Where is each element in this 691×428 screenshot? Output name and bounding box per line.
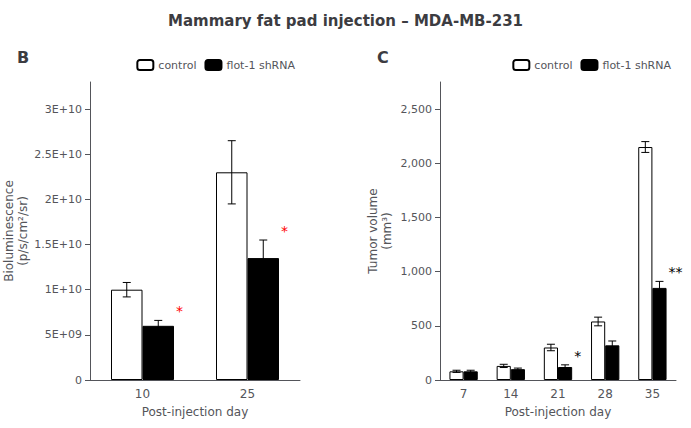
svg-text:*: * [574, 348, 581, 364]
svg-text:Post-injection day: Post-injection day [142, 405, 249, 419]
svg-text:(mm³): (mm³) [380, 212, 394, 250]
svg-text:10: 10 [135, 387, 150, 401]
svg-text:0: 0 [75, 374, 82, 387]
svg-text:flot-1 shRNA: flot-1 shRNA [226, 59, 295, 72]
svg-text:7: 7 [460, 387, 468, 401]
svg-text:3E+10: 3E+10 [45, 103, 82, 116]
svg-text:Bioluminescence: Bioluminescence [2, 180, 16, 282]
svg-text:28: 28 [598, 387, 613, 401]
svg-text:Post-injection day: Post-injection day [505, 405, 612, 419]
svg-text:Mammary fat pad injection – MD: Mammary fat pad injection – MDA-MB-231 [168, 12, 523, 30]
svg-text:flot-1 shRNA: flot-1 shRNA [602, 59, 671, 72]
svg-text:0: 0 [425, 374, 432, 387]
svg-text:*: * [281, 223, 288, 239]
svg-text:1,500: 1,500 [401, 211, 433, 224]
svg-text:*: * [176, 303, 183, 319]
svg-text:5E+09: 5E+09 [45, 328, 82, 341]
svg-text:1.5E+10: 1.5E+10 [34, 238, 82, 251]
svg-text:21: 21 [550, 387, 565, 401]
svg-text:35: 35 [645, 387, 660, 401]
svg-text:**: ** [669, 264, 683, 280]
svg-text:14: 14 [503, 387, 518, 401]
svg-text:(p/s/cm²/sr): (p/s/cm²/sr) [16, 196, 30, 266]
svg-text:control: control [534, 59, 572, 72]
svg-text:2.5E+10: 2.5E+10 [34, 148, 82, 161]
svg-text:2,500: 2,500 [401, 103, 433, 116]
svg-text:B: B [17, 48, 29, 67]
svg-text:25: 25 [240, 387, 255, 401]
svg-text:Tumor volume: Tumor volume [366, 188, 380, 274]
svg-text:1E+10: 1E+10 [45, 283, 82, 296]
svg-text:2,000: 2,000 [401, 157, 433, 170]
svg-text:2E+10: 2E+10 [45, 193, 82, 206]
svg-text:1,000: 1,000 [401, 265, 433, 278]
svg-text:C: C [377, 48, 389, 67]
svg-text:control: control [158, 59, 196, 72]
svg-text:500: 500 [411, 319, 432, 332]
